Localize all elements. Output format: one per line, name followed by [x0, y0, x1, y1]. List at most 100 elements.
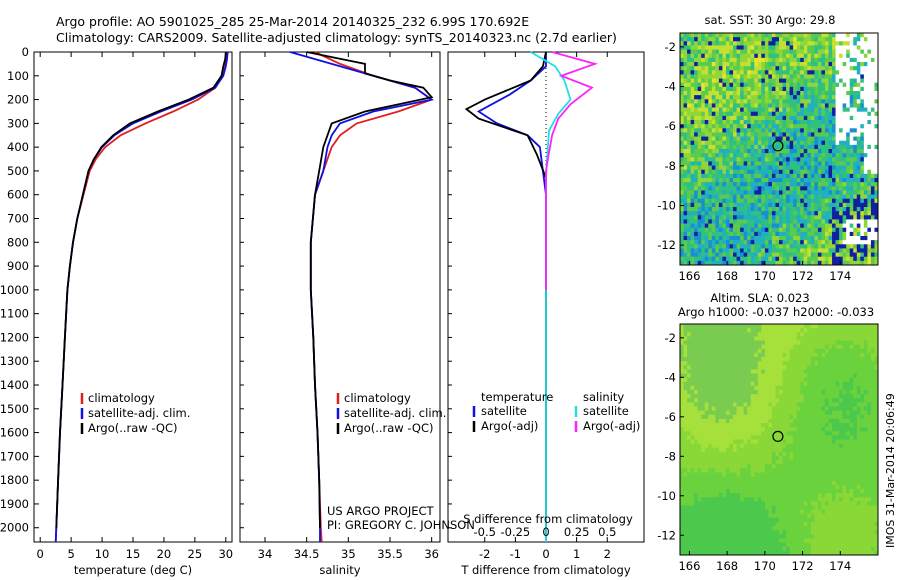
- sst-map-cell: [697, 95, 702, 100]
- sst-map-cell: [754, 103, 759, 108]
- sst-map-cell: [768, 78, 773, 84]
- sla-map-cell: [754, 369, 759, 374]
- sla-map-cell: [761, 324, 766, 329]
- sst-map-cell: [814, 260, 819, 266]
- sla-map-cell: [846, 427, 851, 432]
- sst-map-cell: [863, 256, 868, 262]
- sla-map-cell: [754, 336, 759, 341]
- sst-map-cell: [800, 37, 805, 42]
- sst-map-cell: [743, 219, 748, 224]
- sst-map-cell: [704, 111, 709, 117]
- sla-map-cell: [839, 377, 844, 383]
- sst-map-cell: [828, 211, 833, 216]
- sla-map-cell: [722, 352, 727, 358]
- sst-map-cell: [761, 120, 766, 125]
- sst-map-cell: [856, 124, 861, 129]
- sst-map-cell: [853, 103, 858, 108]
- sla-map-cell: [701, 385, 706, 391]
- sst-map-cell: [711, 157, 716, 162]
- sla-map-cell: [725, 357, 730, 362]
- sst-map-cell: [821, 260, 826, 266]
- sst-map-cell: [754, 165, 759, 171]
- sst-map-cell: [870, 37, 875, 42]
- sst-map-cell: [870, 182, 875, 187]
- sst-map-cell: [793, 86, 798, 92]
- sla-map-cell: [874, 423, 879, 428]
- sla-map-cell: [733, 348, 737, 354]
- sst-map-cell: [807, 120, 812, 125]
- sla-map-cell: [680, 348, 684, 354]
- difference-salinity-tick-label: -0.5: [474, 525, 496, 539]
- sla-map-cell: [733, 394, 737, 399]
- sst-map-cell: [683, 227, 688, 233]
- sst-map-cell: [849, 169, 854, 175]
- sla-map-cell: [796, 439, 801, 445]
- sst-map-cell: [849, 161, 854, 166]
- sst-map-cell: [740, 173, 745, 179]
- sla-map-cell: [874, 410, 879, 416]
- sla-map-cell: [771, 402, 776, 407]
- sst-map-cell: [729, 198, 734, 204]
- sst-map-cell: [824, 240, 829, 245]
- sla-map-cell: [793, 385, 798, 391]
- sla-map-cell: [764, 410, 769, 416]
- sst-map-cell: [842, 82, 847, 88]
- sla-map-cell: [786, 418, 791, 424]
- sst-map-cell: [824, 182, 829, 187]
- sst-map-cell: [863, 207, 868, 212]
- sla-map-cell: [697, 435, 702, 440]
- sla-map-cell: [810, 431, 815, 436]
- sst-map-cell: [870, 41, 875, 46]
- sst-map-cell: [789, 33, 794, 38]
- sst-map-cell: [800, 62, 805, 67]
- sst-map-cell: [694, 157, 699, 162]
- sla-map-cell: [757, 406, 762, 412]
- sst-map-cell: [768, 149, 773, 154]
- sst-map-cell: [793, 132, 798, 137]
- sst-map-cell: [740, 157, 745, 162]
- sst-map-cell: [740, 111, 745, 117]
- sst-map-cell: [771, 115, 776, 121]
- sst-map-cell: [821, 37, 826, 42]
- sst-map-cell: [807, 111, 812, 117]
- sst-map-cell: [817, 256, 822, 262]
- sla-map-cell: [697, 394, 702, 399]
- sst-map-cell: [722, 128, 727, 133]
- sst-map-cell: [694, 53, 699, 59]
- sla-map-cell: [782, 423, 787, 428]
- sst-map-cell: [722, 186, 727, 191]
- sst-map-cell: [839, 128, 844, 133]
- sst-map-cell: [782, 111, 787, 117]
- sst-map-cell: [722, 70, 727, 75]
- sst-map-cell: [718, 144, 723, 150]
- sst-map-cell: [832, 62, 836, 67]
- sla-map-cell: [860, 369, 865, 374]
- sst-map-cell: [842, 219, 847, 224]
- sst-map-cell: [839, 99, 844, 104]
- sla-map-cell: [810, 406, 815, 412]
- sst-map-cell: [860, 144, 865, 150]
- sst-map-cell: [715, 223, 720, 229]
- sst-map-cell: [775, 240, 780, 245]
- sst-map-cell: [775, 140, 780, 146]
- temperature-profile-xtick-label: 30: [218, 547, 233, 561]
- sst-map-cell: [680, 111, 684, 117]
- sla-map-cell: [863, 377, 868, 383]
- sla-map-cell: [863, 340, 868, 346]
- sst-map-cell: [821, 190, 826, 195]
- sst-map-cell: [807, 144, 812, 150]
- sst-map-cell: [793, 115, 798, 121]
- sst-map-cell: [782, 86, 787, 92]
- sst-map-cell: [856, 57, 861, 63]
- sst-map-cell: [842, 136, 847, 142]
- sst-map-cell: [736, 120, 741, 125]
- sst-map-cell: [743, 186, 748, 191]
- sla-map-cell: [807, 402, 812, 407]
- sst-map-cell: [796, 165, 801, 171]
- sla-map-cell: [796, 385, 801, 391]
- sst-map-cell: [779, 190, 783, 195]
- sla-map-cell: [779, 394, 783, 399]
- sst-map-cell: [701, 182, 706, 187]
- sst-map-cell: [786, 236, 791, 241]
- sla-map-cell: [786, 377, 791, 383]
